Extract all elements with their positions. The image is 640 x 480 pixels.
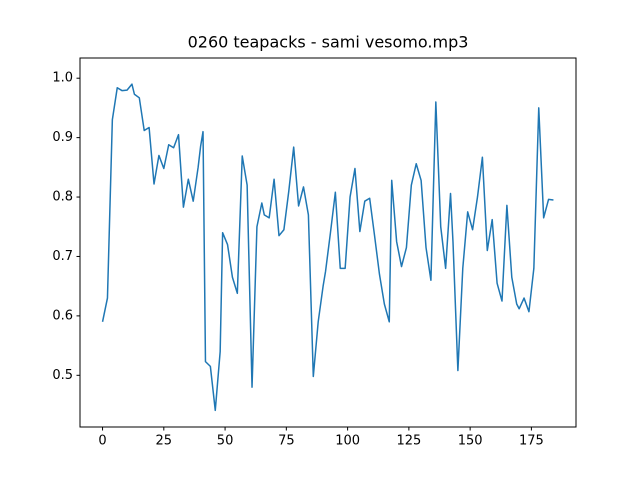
x-tick-label: 125 — [396, 434, 421, 449]
data-line — [101, 83, 554, 412]
x-tick-label: 175 — [519, 434, 544, 449]
y-tick-label: 0.7 — [52, 249, 73, 264]
x-tick-label: 25 — [156, 434, 173, 449]
y-tick-label: 0.5 — [52, 368, 73, 383]
x-tick-label: 100 — [335, 434, 360, 449]
y-tick-label: 0.6 — [52, 308, 73, 323]
y-tick-label: 0.8 — [52, 190, 73, 205]
y-tick-label: 0.9 — [52, 130, 73, 145]
x-tick-label: 150 — [458, 434, 483, 449]
x-tick-label: 50 — [217, 434, 234, 449]
x-tick-label: 75 — [278, 434, 295, 449]
x-tick-label: 0 — [98, 434, 106, 449]
axes-frame — [79, 57, 577, 428]
y-tick-label: 1.0 — [52, 71, 73, 86]
chart-title: 0260 teapacks - sami vesomo.mp3 — [188, 33, 469, 52]
